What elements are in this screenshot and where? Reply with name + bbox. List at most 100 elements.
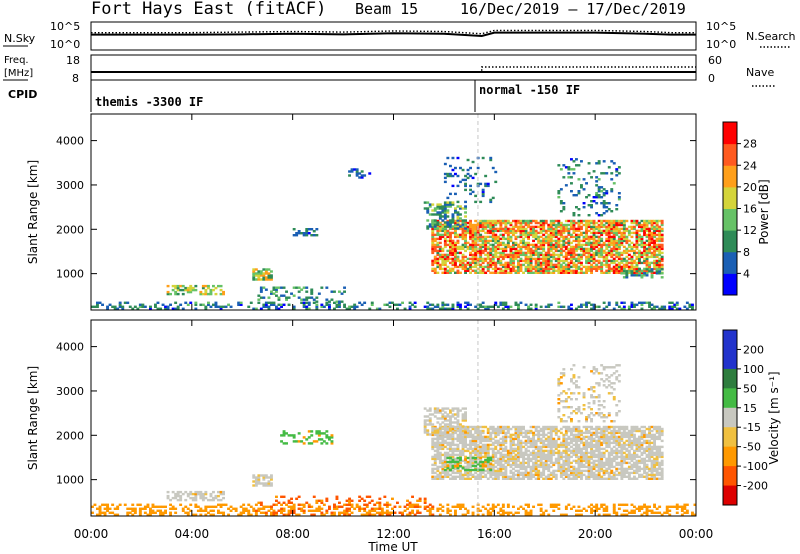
power-cell	[570, 158, 573, 161]
velocity-cell	[302, 442, 306, 445]
power-cell	[113, 305, 117, 308]
power-cell	[259, 278, 263, 281]
velocity-cell	[194, 490, 198, 494]
velocity-cell	[431, 475, 435, 478]
velocity-cell	[378, 503, 382, 506]
power-cell	[607, 301, 611, 304]
velocity-cell	[529, 467, 533, 471]
power-cell	[600, 245, 604, 249]
power-cell	[121, 307, 125, 310]
velocity-cell	[454, 505, 457, 508]
power-cell	[449, 172, 452, 176]
velocity-cell	[537, 473, 541, 477]
power-cell	[658, 229, 662, 233]
power-cell	[517, 269, 520, 272]
velocity-cell	[509, 453, 513, 457]
power-cell	[496, 227, 500, 231]
velocity-cell	[252, 484, 256, 487]
power-cell	[660, 268, 664, 271]
velocity-cell	[509, 475, 513, 478]
velocity-cell	[494, 431, 498, 435]
velocity-cell	[176, 494, 180, 498]
power-cell	[595, 176, 599, 179]
power-cell	[504, 219, 508, 223]
power-cell	[504, 229, 508, 233]
velocity-cell	[615, 511, 619, 514]
velocity-cell	[270, 511, 273, 514]
velocity-cell	[552, 505, 556, 508]
velocity-cell	[577, 445, 581, 449]
velocity-cell	[514, 453, 518, 457]
power-cell	[471, 255, 475, 259]
power-cell	[610, 227, 614, 231]
power-cell	[522, 229, 525, 233]
power-cell	[519, 247, 523, 251]
velocity-cell	[519, 463, 523, 467]
velocity-cell	[149, 513, 152, 516]
power-cell	[572, 253, 576, 257]
power-cell	[615, 259, 619, 263]
power-cell	[549, 229, 553, 233]
power-cell	[658, 270, 662, 273]
velocity-cell	[504, 471, 508, 475]
power-cell	[582, 219, 586, 223]
velocity-cell	[161, 513, 165, 516]
power-cell	[459, 223, 462, 227]
velocity-cell	[590, 465, 593, 469]
power-cell	[575, 267, 578, 271]
power-cell	[489, 271, 493, 274]
power-cell	[207, 303, 210, 306]
power-cell	[443, 217, 447, 220]
velocity-cell	[322, 503, 326, 506]
power-cell	[431, 249, 435, 253]
power-cell	[504, 271, 508, 274]
power-cell	[270, 276, 273, 279]
power-cell	[517, 243, 520, 247]
power-cell	[484, 223, 488, 227]
power-cell	[506, 227, 510, 231]
power-cell	[534, 271, 538, 274]
power-cell	[519, 257, 523, 261]
velocity-cell	[534, 429, 538, 433]
power-cell	[431, 229, 435, 233]
power-cell	[171, 284, 175, 288]
power-cell	[433, 219, 437, 222]
velocity-cell	[585, 509, 588, 512]
power-cell	[517, 221, 520, 225]
power-cell	[184, 286, 188, 290]
velocity-cell	[582, 455, 586, 459]
velocity-cell	[481, 475, 485, 478]
power-cell	[449, 261, 452, 265]
power-cell	[431, 303, 435, 306]
velocity-cell	[403, 509, 407, 512]
power-cell	[459, 271, 462, 274]
power-cell	[567, 253, 571, 257]
velocity-cell	[459, 469, 462, 473]
power-cell	[204, 307, 208, 310]
power-cell	[454, 211, 457, 214]
velocity-cell	[491, 453, 495, 457]
power-cell	[459, 247, 462, 251]
velocity-cell	[469, 473, 472, 477]
power-cell	[446, 233, 450, 237]
power-cell	[602, 255, 606, 259]
velocity-cell	[693, 503, 697, 506]
velocity-cell	[466, 429, 470, 433]
power-cell	[459, 180, 462, 184]
power-cell	[552, 269, 556, 272]
velocity-cell	[537, 471, 541, 475]
power-cell	[181, 284, 185, 288]
power-cell	[174, 307, 178, 310]
velocity-cell	[292, 434, 296, 437]
power-cell	[262, 286, 266, 289]
power-cell	[489, 156, 493, 160]
power-cell	[461, 257, 465, 261]
power-cell	[491, 261, 495, 265]
power-cell	[622, 245, 626, 249]
power-cell	[552, 251, 556, 255]
power-cell	[466, 261, 470, 265]
power-cell	[486, 267, 490, 271]
velocity-cell	[537, 425, 541, 429]
power-cell	[451, 221, 455, 224]
velocity-cell	[101, 503, 104, 506]
